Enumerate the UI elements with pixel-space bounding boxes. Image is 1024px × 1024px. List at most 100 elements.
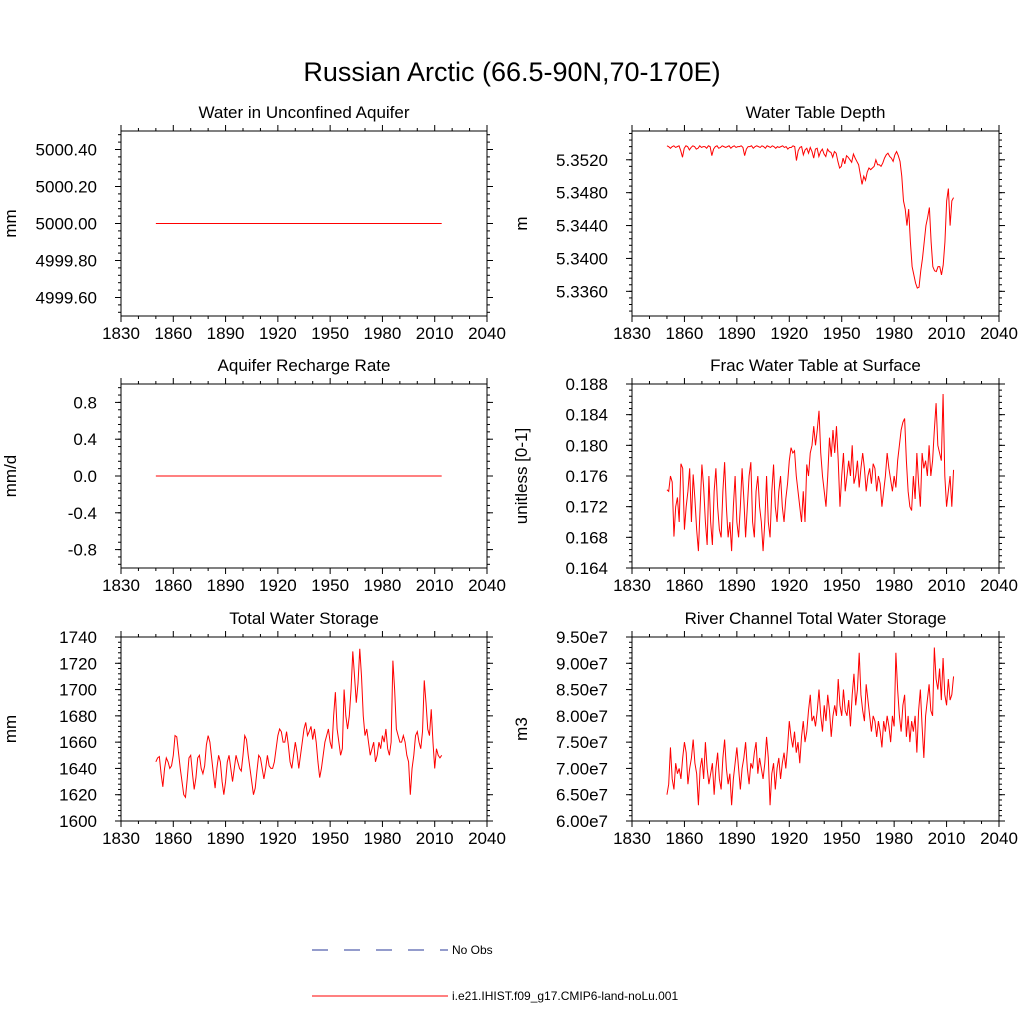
y-tick-label: 4999.60 [36, 289, 97, 308]
x-tick-label: 1950 [311, 576, 349, 595]
y-tick-label: 8.50e7 [556, 681, 608, 700]
x-tick-label: 1830 [613, 829, 651, 848]
x-tick-label: 1830 [613, 324, 651, 343]
x-tick-label: 2010 [928, 576, 966, 595]
x-tick-label: 2010 [928, 324, 966, 343]
x-tick-label: 1980 [364, 324, 402, 343]
x-tick-label: 1950 [823, 576, 861, 595]
x-tick-label: 2040 [980, 829, 1018, 848]
y-tick-label: 1620 [59, 786, 97, 805]
y-tick-label: 1640 [59, 759, 97, 778]
y-axis-label: mm [1, 209, 20, 237]
x-tick-label: 1950 [311, 829, 349, 848]
plot-frame [631, 636, 1000, 822]
chart-title: Water in Unconfined Aquifer [198, 103, 409, 122]
y-tick-label: 4999.80 [36, 252, 97, 271]
x-tick-label: 1890 [718, 829, 756, 848]
chart-title: Aquifer Recharge Rate [218, 356, 391, 375]
y-tick-label: 1660 [59, 733, 97, 752]
y-axis-label: m [512, 216, 531, 230]
y-tick-label: 1740 [59, 628, 97, 647]
y-tick-label: -0.4 [68, 504, 97, 523]
plot-frame [631, 130, 1000, 317]
x-tick-label: 1860 [154, 829, 192, 848]
x-tick-label: 1890 [207, 324, 245, 343]
y-tick-label: 0.180 [565, 436, 608, 455]
x-tick-label: 1920 [259, 576, 297, 595]
x-tick-label: 1830 [613, 576, 651, 595]
y-tick-label: 0.184 [565, 406, 608, 425]
y-tick-label: 7.00e7 [556, 759, 608, 778]
legend-no-obs-label: No Obs [452, 943, 493, 957]
y-tick-label: 9.00e7 [556, 654, 608, 673]
y-tick-label: 5.3400 [556, 249, 608, 268]
y-tick-label: 5000.00 [36, 215, 97, 234]
x-tick-label: 1860 [154, 324, 192, 343]
x-tick-label: 1920 [770, 576, 808, 595]
chart-title: River Channel Total Water Storage [685, 609, 947, 628]
y-tick-label: 5.3520 [556, 151, 608, 170]
chart-panel-5: Total Water Storage mm 1830 1860 1890 1920 195… [1, 609, 506, 848]
legend: No Obs i.e21.IHIST.f09_g17.CMIP6-land-no… [312, 943, 678, 1003]
y-tick-label: 0.188 [565, 375, 608, 394]
chart-title: Total Water Storage [229, 609, 379, 628]
chart-panel-2: Water Table Depth m 1830 1860 1890 1920 1950 19… [512, 103, 1018, 343]
y-tick-label: 0.176 [565, 467, 608, 486]
figure-title: Russian Arctic (66.5-90N,70-170E) [303, 57, 720, 87]
x-tick-label: 2010 [416, 829, 454, 848]
x-tick-label: 1950 [823, 324, 861, 343]
y-tick-label: 5.3360 [556, 282, 608, 301]
x-tick-label: 1860 [154, 576, 192, 595]
plot-frame [120, 636, 488, 822]
x-tick-label: 2040 [980, 324, 1018, 343]
x-tick-label: 2040 [468, 576, 506, 595]
x-tick-label: 1890 [718, 576, 756, 595]
chart-panel-4: Frac Water Table at Surface unitless [0-1… [512, 356, 1018, 595]
x-tick-label: 1890 [718, 324, 756, 343]
y-tick-label: 0.168 [565, 528, 608, 547]
x-tick-label: 1860 [666, 829, 704, 848]
series-line [666, 145, 955, 289]
y-tick-label: 1600 [59, 812, 97, 831]
x-tick-label: 1890 [207, 576, 245, 595]
panels: Water in Unconfined Aquifer mm 1830 1860 189… [1, 103, 1018, 848]
x-tick-label: 1980 [875, 324, 913, 343]
x-tick-label: 1920 [259, 829, 297, 848]
x-tick-label: 1920 [770, 324, 808, 343]
y-tick-label: 6.00e7 [556, 812, 608, 831]
chart-title: Frac Water Table at Surface [710, 356, 921, 375]
x-tick-label: 2040 [468, 324, 506, 343]
y-tick-label: 0.4 [73, 430, 97, 449]
x-tick-label: 1830 [102, 576, 140, 595]
y-tick-label: -0.8 [68, 541, 97, 560]
y-axis-label: m3 [512, 717, 531, 741]
series-line [666, 393, 955, 552]
legend-model-label: i.e21.IHIST.f09_g17.CMIP6-land-noLu.001 [452, 989, 678, 1003]
chart-panel-1: Water in Unconfined Aquifer mm 1830 1860 189… [1, 103, 506, 343]
x-tick-label: 1980 [364, 829, 402, 848]
x-tick-label: 1950 [823, 829, 861, 848]
x-tick-label: 1860 [666, 324, 704, 343]
x-tick-label: 2010 [416, 576, 454, 595]
y-axis-label: mm [1, 715, 20, 743]
x-tick-label: 1830 [102, 829, 140, 848]
chart-title: Water Table Depth [746, 103, 886, 122]
x-tick-label: 2010 [416, 324, 454, 343]
y-tick-label: 9.50e7 [556, 628, 608, 647]
y-tick-label: 1720 [59, 654, 97, 673]
y-axis-label: unitless [0-1] [512, 428, 531, 524]
x-tick-label: 1860 [666, 576, 704, 595]
y-tick-label: 1700 [59, 681, 97, 700]
chart-panel-6: River Channel Total Water Storage m3 1830 1… [512, 609, 1018, 848]
x-tick-label: 1980 [875, 829, 913, 848]
x-tick-label: 2010 [928, 829, 966, 848]
y-tick-label: 6.50e7 [556, 786, 608, 805]
y-tick-label: 8.00e7 [556, 707, 608, 726]
x-tick-label: 1920 [770, 829, 808, 848]
y-tick-label: 5000.20 [36, 178, 97, 197]
y-tick-label: 0.0 [73, 467, 97, 486]
y-tick-label: 7.50e7 [556, 733, 608, 752]
x-tick-label: 1920 [259, 324, 297, 343]
chart-panel-3: Aquifer Recharge Rate mm/d 1830 1860 1890 192… [1, 356, 506, 595]
